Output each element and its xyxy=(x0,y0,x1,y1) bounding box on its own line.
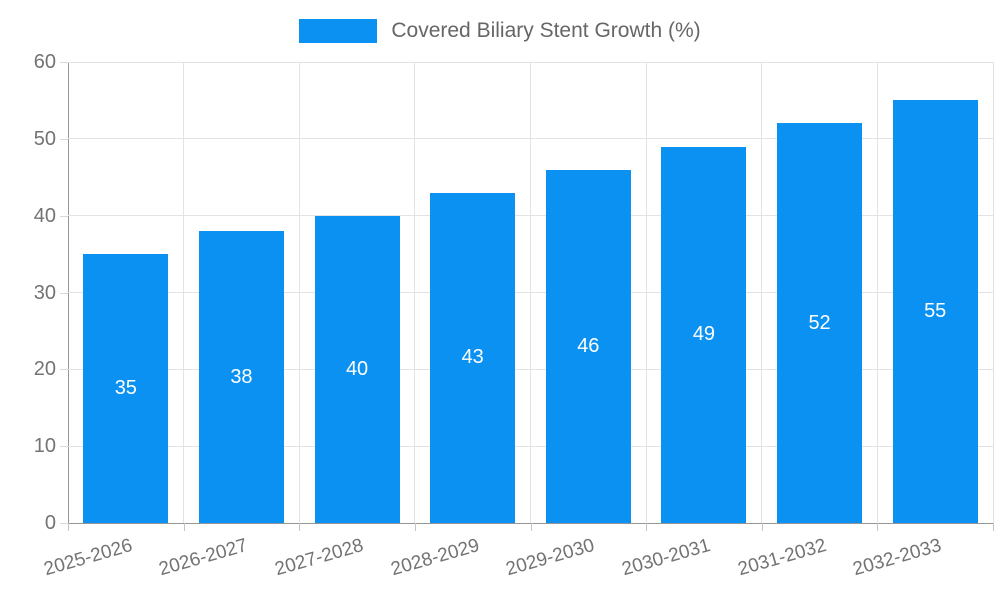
x-tick-mark xyxy=(530,523,532,531)
y-tick-mark xyxy=(60,138,68,140)
plot-area: 35 38 40 43 46 49 52 55 xyxy=(68,61,994,523)
y-tick-mark xyxy=(60,215,68,217)
legend-label: Covered Biliary Stent Growth (%) xyxy=(391,19,701,42)
bar-value-label: 40 xyxy=(345,357,369,380)
bar[interactable]: 46 xyxy=(545,169,631,523)
y-tick-mark xyxy=(60,62,68,63)
x-gridline xyxy=(876,62,878,523)
legend: Covered Biliary Stent Growth (%) xyxy=(0,19,1000,43)
bar-value-label: 43 xyxy=(461,346,484,369)
x-gridline xyxy=(761,62,763,523)
x-gridline xyxy=(298,62,300,523)
x-gridline xyxy=(414,62,416,523)
x-tick-mark xyxy=(761,523,763,531)
y-tick-label: 60 xyxy=(33,51,56,73)
bar[interactable]: 49 xyxy=(661,146,747,523)
x-gridline xyxy=(645,62,647,523)
bar[interactable]: 52 xyxy=(777,123,863,523)
x-tick-mark xyxy=(183,523,185,531)
bar-value-label: 52 xyxy=(808,311,831,334)
y-tick-label: 50 xyxy=(33,127,56,150)
bar[interactable]: 55 xyxy=(892,100,978,523)
y-tick-label: 30 xyxy=(33,281,56,304)
legend-item[interactable]: Covered Biliary Stent Growth (%) xyxy=(299,19,701,43)
y-axis-line xyxy=(68,62,69,531)
x-gridline xyxy=(183,62,185,523)
y-tick-mark xyxy=(60,369,68,371)
y-tick-mark xyxy=(60,523,68,524)
bar[interactable]: 40 xyxy=(314,215,400,523)
y-tick-label: 10 xyxy=(33,435,56,458)
bar-value-label: 35 xyxy=(114,377,137,400)
x-tick-mark xyxy=(646,523,648,531)
x-gridline xyxy=(992,62,994,523)
x-tick-mark xyxy=(877,523,879,531)
bar-value-label: 38 xyxy=(230,365,253,388)
y-tick-mark xyxy=(60,446,68,448)
x-tick-mark xyxy=(414,523,416,531)
y-tick-mark xyxy=(60,292,68,294)
y-tick-label: 0 xyxy=(44,512,56,534)
bar-value-label: 55 xyxy=(924,300,947,323)
x-tick-mark xyxy=(299,523,301,531)
y-tick-label: 20 xyxy=(33,358,56,381)
x-tick-mark xyxy=(68,523,69,531)
bar[interactable]: 43 xyxy=(430,192,516,523)
x-gridline xyxy=(530,62,531,523)
bar[interactable]: 35 xyxy=(83,254,169,523)
y-tick-label: 40 xyxy=(33,204,56,227)
legend-swatch-icon xyxy=(299,19,378,43)
x-tick-mark xyxy=(993,523,994,531)
bar-value-label: 49 xyxy=(692,323,716,346)
bar-value-label: 46 xyxy=(577,334,600,357)
bar[interactable]: 38 xyxy=(198,231,284,523)
